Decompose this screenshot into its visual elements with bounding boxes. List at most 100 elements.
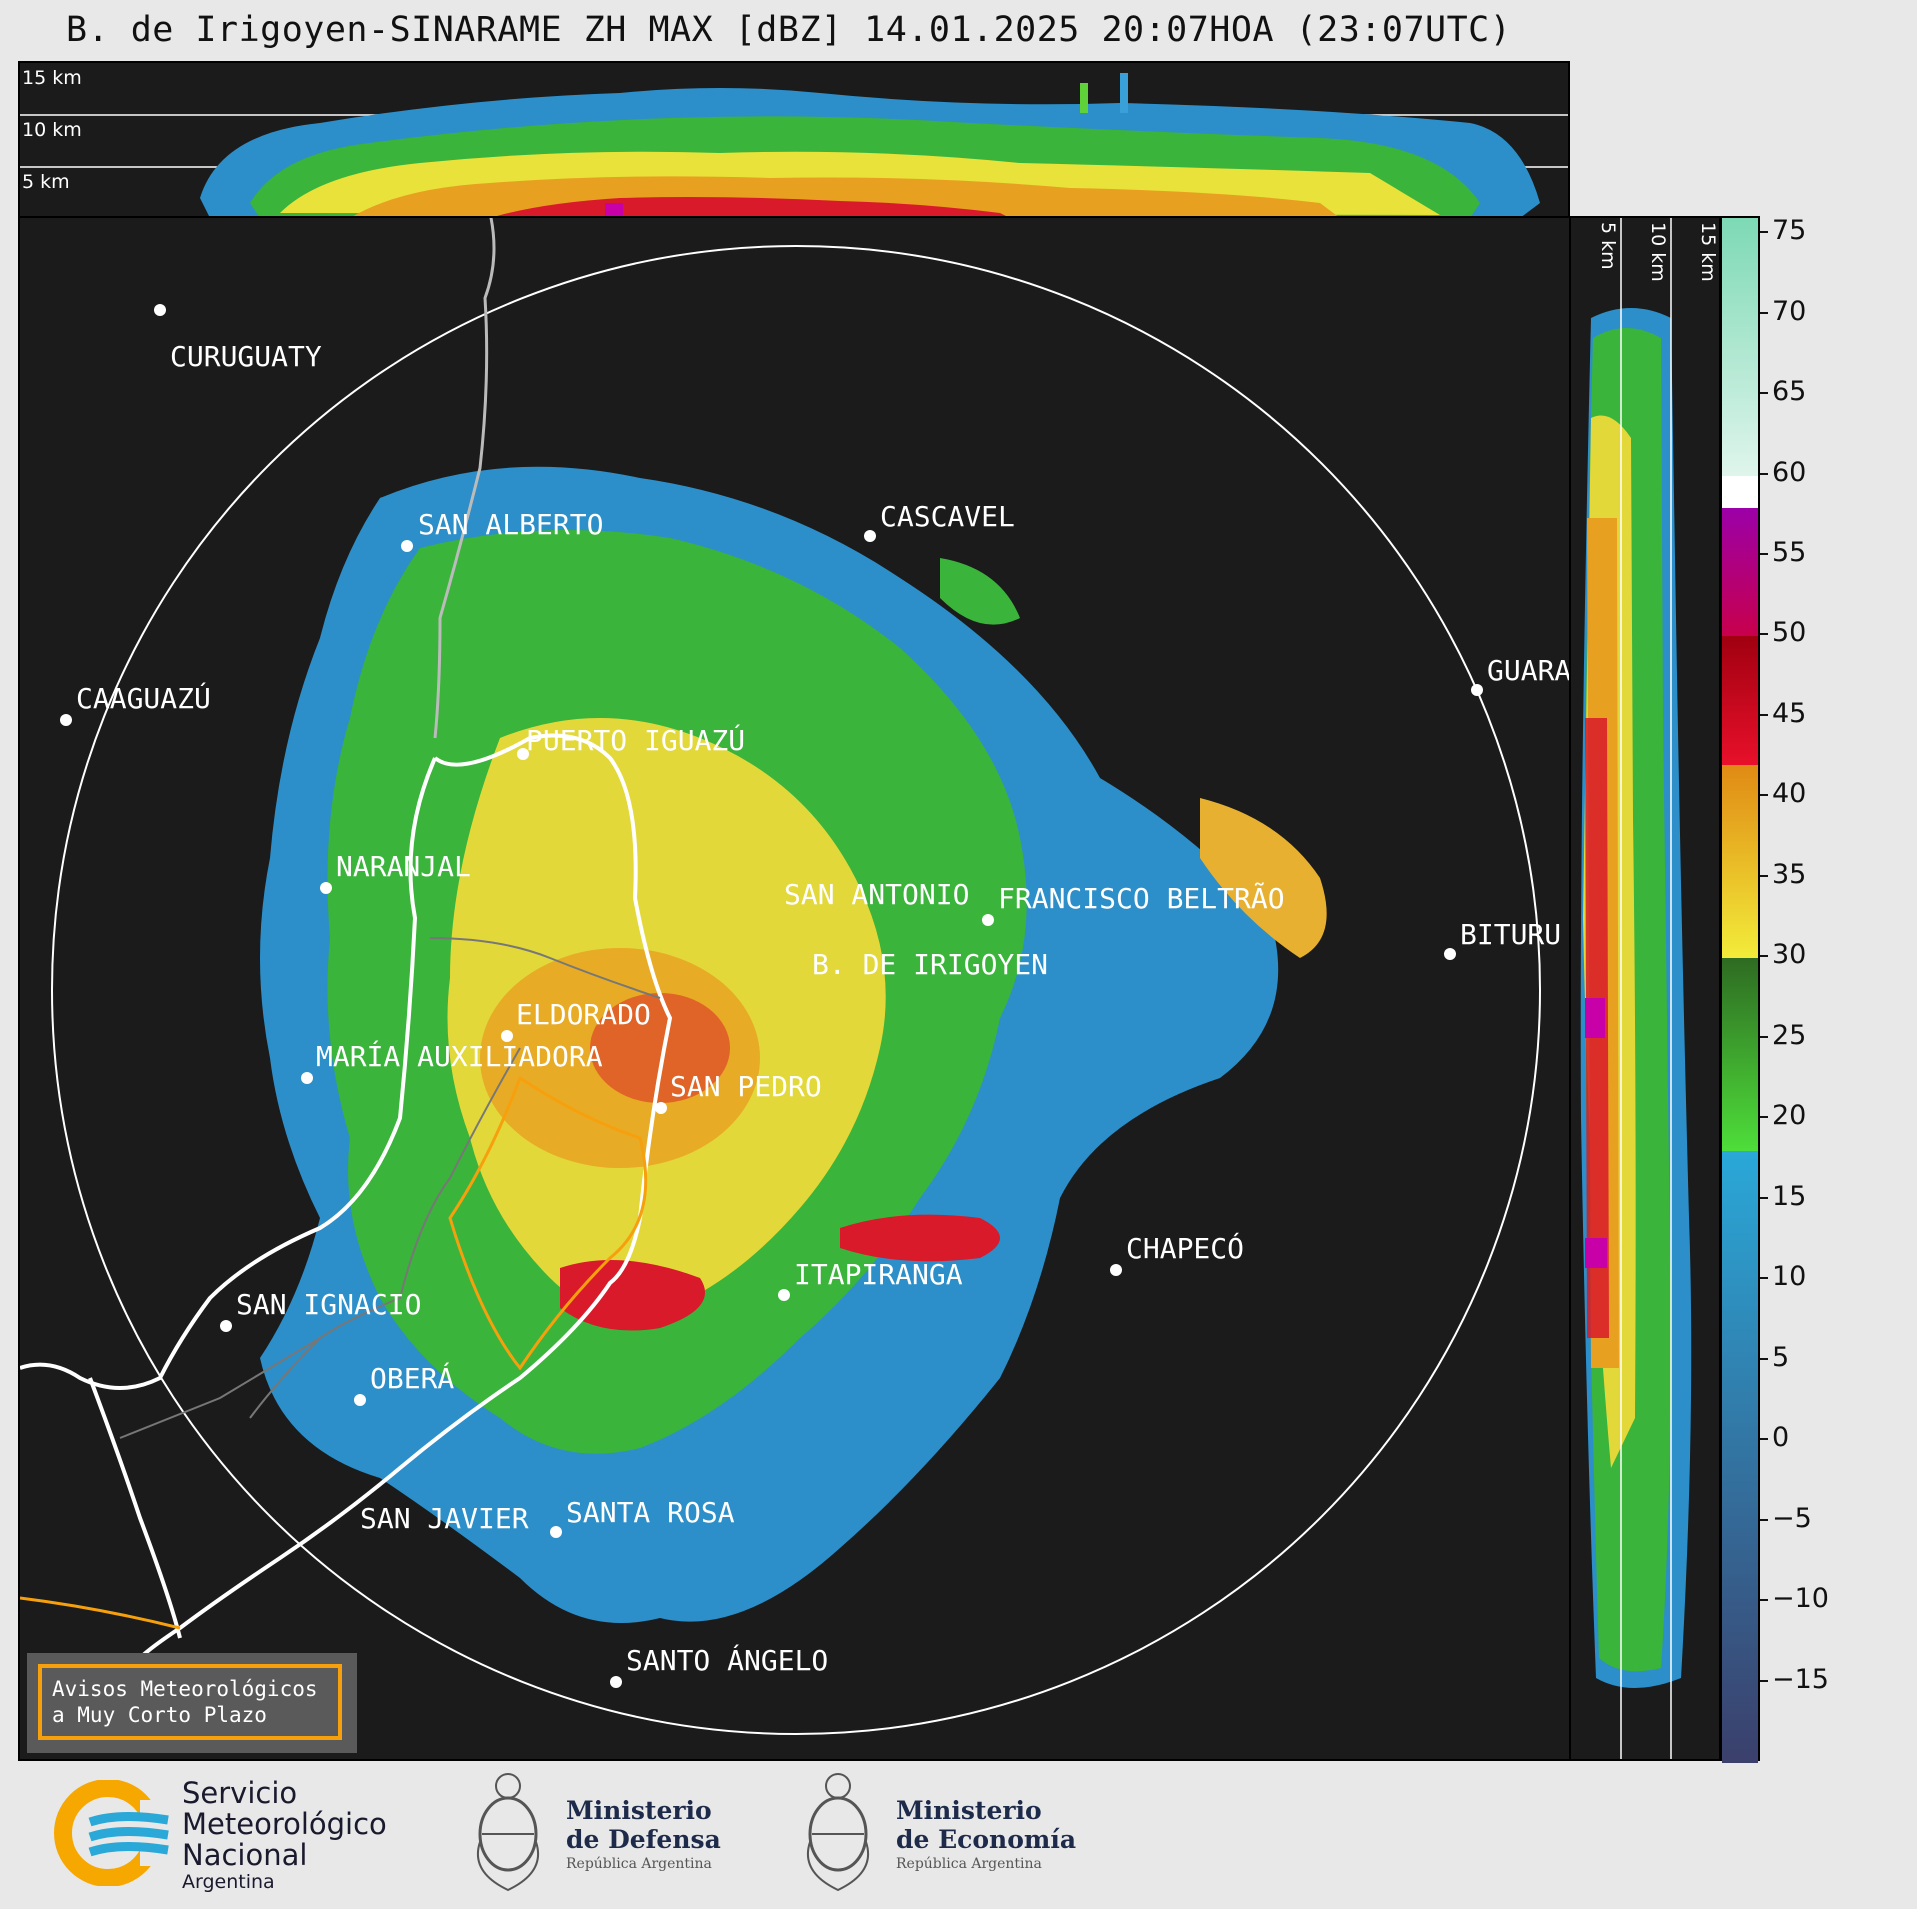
argentina-coat-of-arms-icon: [800, 1762, 876, 1898]
colorbar-band: [1722, 218, 1758, 476]
colorbar-tick: [1760, 311, 1768, 314]
city-label-san-pedro: SAN PEDRO: [670, 1070, 822, 1103]
colorbar-band: [1722, 958, 1758, 1152]
city-label-francisco-beltrao: FRANCISCO BELTRÃO: [998, 882, 1285, 915]
city-label-santa-rosa: SANTA ROSA: [566, 1496, 735, 1529]
colorbar-tick: [1760, 1277, 1768, 1280]
smn-line-1: Servicio: [182, 1776, 298, 1810]
map-title: B. de Irigoyen-SINARAME ZH MAX [dBZ] 14.…: [66, 10, 1512, 50]
city-dot-eldorado: [501, 1030, 513, 1042]
colorbar-tick-label: −5: [1772, 1502, 1812, 1534]
colorbar-tick: [1760, 392, 1768, 395]
defensa-line-2: de Defensa: [566, 1825, 721, 1854]
colorbar-band: [1722, 636, 1758, 766]
colorbar-tick: [1760, 231, 1768, 234]
defensa-logo-text: Ministerio de Defensa República Argentin…: [566, 1796, 721, 1874]
city-label-obera: OBERÁ: [370, 1362, 455, 1395]
colorbar-tick-label: −15: [1772, 1663, 1829, 1695]
colorbar-tick: [1760, 472, 1768, 475]
economia-line-3: República Argentina: [896, 1856, 1042, 1872]
colorbar-tick-label: 55: [1772, 536, 1807, 568]
city-label-san-ignacio: SAN IGNACIO: [236, 1288, 422, 1321]
city-dot-santa-rosa: [550, 1526, 562, 1538]
argentina-coat-of-arms-icon: [470, 1762, 546, 1898]
smn-logo-text: Servicio Meteorológico Nacional Argentin…: [182, 1776, 387, 1894]
colorbar-tick: [1760, 713, 1768, 716]
colorbar-tick-label: 35: [1772, 858, 1807, 890]
colorbar-tick-label: 15: [1772, 1180, 1807, 1212]
top-height-profile-panel: 15 km 10 km 5 km: [18, 61, 1570, 218]
economia-line-2: de Economía: [896, 1825, 1077, 1854]
top-height-label-15km: 15 km: [22, 67, 82, 89]
city-label-san-alberto: SAN ALBERTO: [418, 508, 604, 541]
city-label-santo-angelo: SANTO ÁNGELO: [626, 1644, 829, 1677]
colorbar-tick: [1760, 1679, 1768, 1682]
city-dot-santo-angelo: [610, 1676, 622, 1688]
colorbar-tick: [1760, 874, 1768, 877]
top-height-label-5km: 5 km: [22, 171, 70, 193]
city-dot-maria-auxiliadora: [301, 1072, 313, 1084]
colorbar-tick-label: 40: [1772, 778, 1807, 810]
city-dot-itapiranga: [778, 1289, 790, 1301]
colorbar-tick: [1760, 1116, 1768, 1119]
smn-line-2: Meteorológico: [182, 1807, 387, 1841]
city-label-itapiranga: ITAPIRANGA: [794, 1258, 963, 1291]
radar-map-panel[interactable]: CURUGUATY SAN ALBERTO CASCAVEL CAAGUAZÚ …: [18, 216, 1571, 1761]
radar-echo-layer: [20, 218, 1541, 1735]
city-label-curuguaty: CURUGUATY: [170, 340, 322, 373]
defensa-line-3: República Argentina: [566, 1856, 712, 1872]
colorbar-tick-label: 5: [1772, 1341, 1790, 1373]
city-label-san-javier: SAN JAVIER: [360, 1502, 529, 1535]
city-dot-francisco-beltrao: [982, 914, 994, 926]
colorbar-tick-label: 75: [1772, 215, 1807, 247]
city-label-naranjal: NARANJAL: [336, 850, 471, 883]
colorbar-tick: [1760, 552, 1768, 555]
city-label-bituru: BITURU: [1460, 918, 1562, 951]
colorbar-tick: [1760, 1035, 1768, 1038]
side-height-label-5km: 5 km: [1597, 222, 1619, 270]
city-label-puerto-iguazu: PUERTO IGUAZÚ: [526, 724, 746, 757]
city-dot-naranjal: [320, 882, 332, 894]
city-label-cascavel: CASCAVEL: [880, 500, 1015, 533]
side-profile-echo: [1580, 218, 1692, 1759]
colorbar-band: [1722, 765, 1758, 959]
city-label-maria-auxiliadora: MARÍA AUXILIADORA: [316, 1040, 603, 1073]
side-height-label-10km: 10 km: [1647, 222, 1669, 282]
colorbar-tick: [1760, 633, 1768, 636]
city-dot-san-ignacio: [220, 1320, 232, 1332]
colorbar-tick: [1760, 1518, 1768, 1521]
city-dot-curuguaty: [154, 304, 166, 316]
colorbar-tick: [1760, 1357, 1768, 1360]
city-dot-obera: [354, 1394, 366, 1406]
city-dot-caaguazu: [60, 714, 72, 726]
colorbar-band: [1722, 475, 1758, 508]
colorbar-tick-label: 70: [1772, 295, 1807, 327]
city-dot-chapeco: [1110, 1264, 1122, 1276]
colorbar-tick-label: 20: [1772, 1100, 1807, 1132]
city-label-eldorado: ELDORADO: [516, 998, 651, 1031]
city-dot-cascavel: [864, 530, 876, 542]
city-label-san-antonio: SAN ANTONIO: [784, 878, 970, 911]
side-height-label-15km: 15 km: [1697, 222, 1719, 282]
city-dot-puerto-iguazu: [517, 748, 529, 760]
top-profile-echo: [20, 73, 1568, 216]
colorbar-tick-label: 10: [1772, 1261, 1807, 1293]
colorbar-tick: [1760, 1599, 1768, 1602]
colorbar-tick: [1760, 955, 1768, 958]
smn-line-4: Argentina: [182, 1871, 275, 1893]
city-label-guara: GUARA: [1487, 654, 1571, 687]
side-height-profile-panel: 5 km 10 km 15 km: [1569, 216, 1721, 1761]
defensa-line-1: Ministerio: [566, 1796, 712, 1825]
city-label-chapeco: CHAPECÓ: [1126, 1232, 1245, 1265]
colorbar-tick-label: 60: [1772, 456, 1807, 488]
economia-logo-text: Ministerio de Economía República Argenti…: [896, 1796, 1076, 1874]
colorbar-band: [1722, 507, 1758, 637]
colorbar-tick-label: 50: [1772, 617, 1807, 649]
warning-box[interactable]: Avisos Meteorológicos a Muy Corto Plazo: [38, 1664, 342, 1740]
colorbar-tick-label: 65: [1772, 376, 1807, 408]
colorbar-tick: [1760, 794, 1768, 797]
colorbar-band: [1722, 1151, 1758, 1763]
warning-line-2: a Muy Corto Plazo: [52, 1703, 267, 1727]
city-dot-san-alberto: [401, 540, 413, 552]
colorbar-tick-label: 25: [1772, 1019, 1807, 1051]
